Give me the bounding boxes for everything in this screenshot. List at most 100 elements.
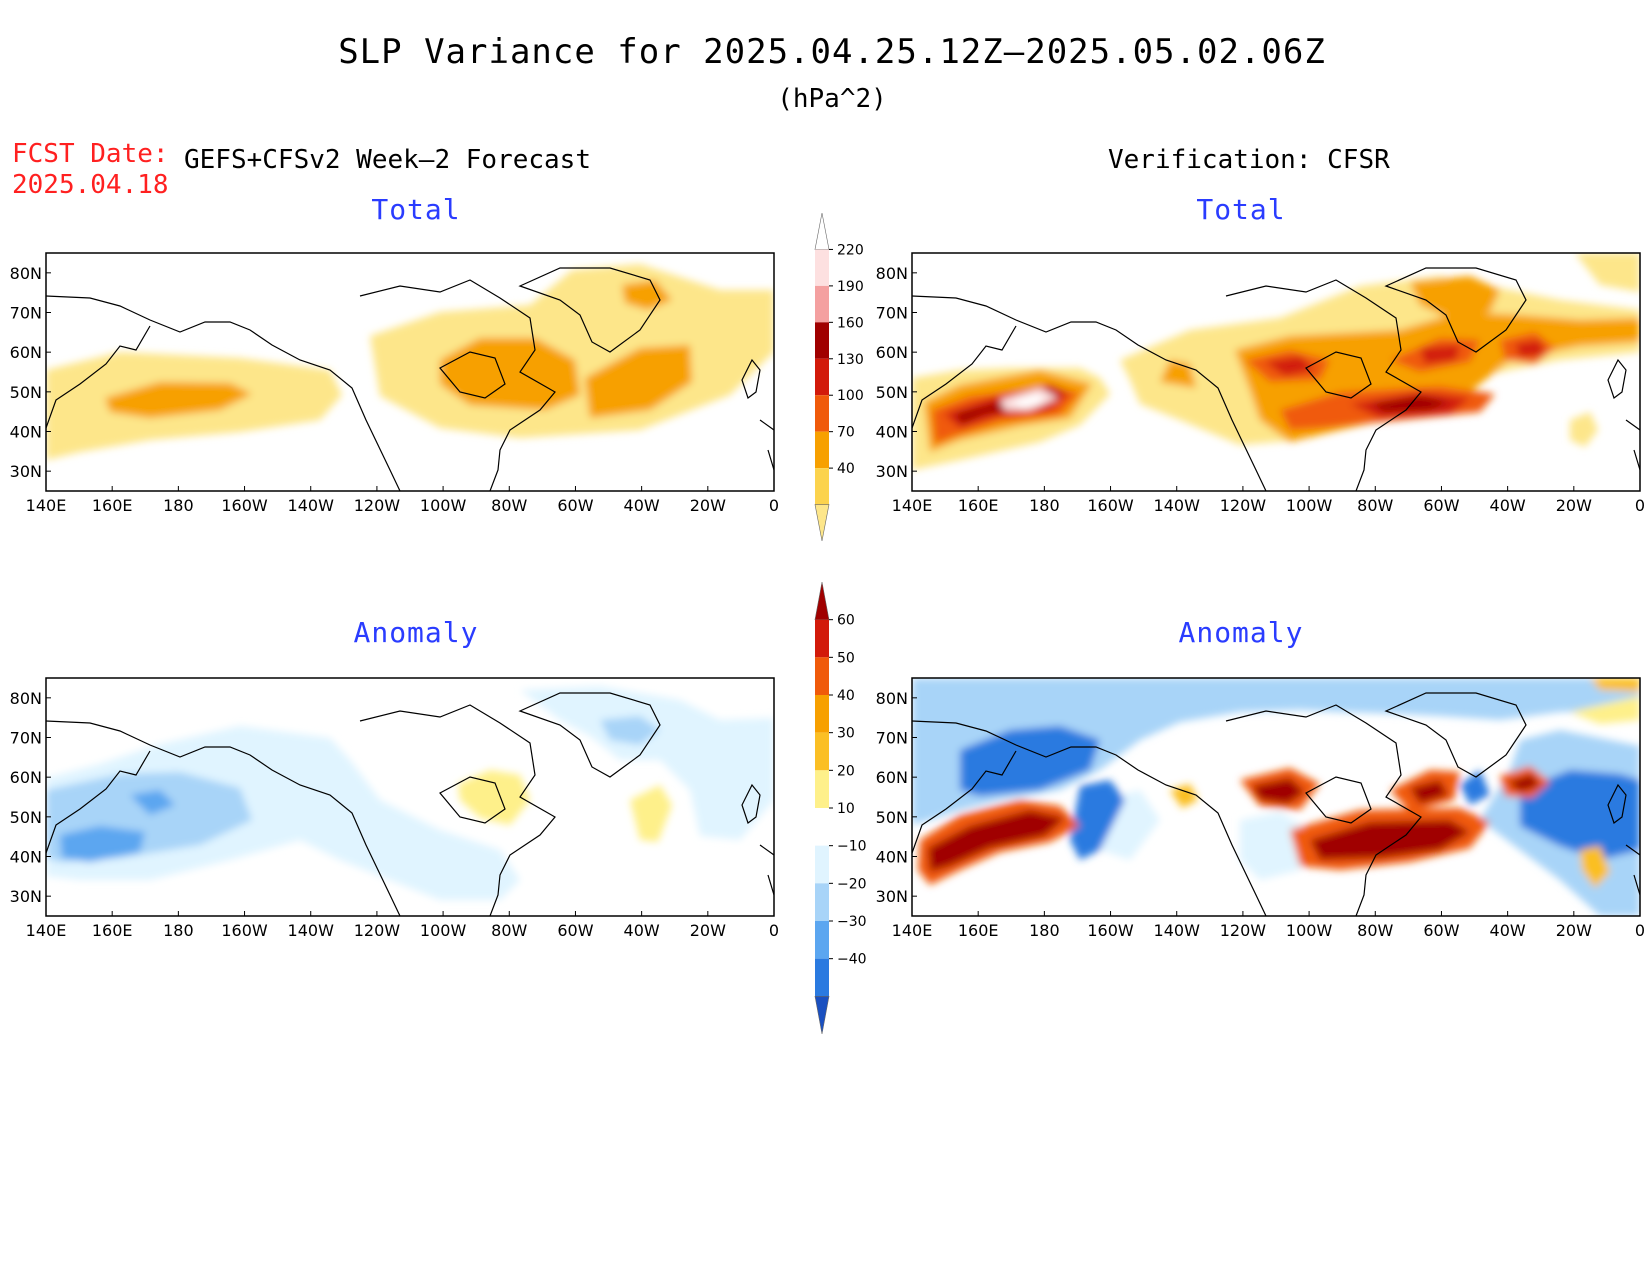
field-shading xyxy=(928,810,1065,872)
coastline xyxy=(1305,776,1372,824)
lon-tick-label: 0 xyxy=(1635,921,1645,940)
lat-tick-label: 50N xyxy=(10,383,42,402)
coastline xyxy=(46,295,401,491)
coastline xyxy=(359,279,556,491)
field-shading xyxy=(520,686,774,840)
lon-tick-label: 160W xyxy=(221,921,268,940)
lat-tick-label: 40N xyxy=(876,423,908,442)
coastline xyxy=(46,325,151,429)
field-shading xyxy=(1508,774,1540,792)
coastline xyxy=(518,267,661,353)
panel-title-verification-anomaly: Anomaly xyxy=(1178,616,1303,649)
lat-tick-label: 60N xyxy=(876,768,908,787)
lat-tick-labels: 80N 70N 60N 50N 40N 30N xyxy=(876,264,917,481)
panel-title-forecast-anomaly: Anomaly xyxy=(353,616,478,649)
lat-tick-labels: 80N 70N 60N 50N 40N 30N xyxy=(876,689,917,906)
lat-tick-label: 70N xyxy=(10,729,42,748)
coastline xyxy=(1607,783,1627,824)
lon-tick-label: 60W xyxy=(557,921,593,940)
colorbar-label: −40 xyxy=(837,952,867,968)
coastline xyxy=(759,419,774,471)
field-shading xyxy=(1012,394,1045,408)
coastline xyxy=(741,358,761,399)
field-shading xyxy=(1310,820,1470,860)
lat-tick-label: 80N xyxy=(876,689,908,708)
coastline xyxy=(759,844,774,896)
colorbar-swatch xyxy=(815,395,829,432)
lon-tick-labels: 140E 160E 180 160W 140W 120W 100W 80W 60W 40W 20W 0 xyxy=(892,486,1645,515)
lon-tick-label: 0 xyxy=(769,496,779,515)
lon-tick-label: 140W xyxy=(288,496,335,515)
colorbar-cap xyxy=(814,996,830,1035)
lon-tick-label: 140W xyxy=(1154,921,1201,940)
lon-tick-label: 20W xyxy=(690,496,726,515)
lon-tick-label: 100W xyxy=(420,496,467,515)
lat-tick-label: 50N xyxy=(876,808,908,827)
colorbar-cap xyxy=(814,212,830,250)
coastline xyxy=(46,720,401,916)
lon-tick-label: 140E xyxy=(892,496,933,515)
colorbar-label: 130 xyxy=(837,352,864,368)
field-shading xyxy=(960,726,1100,796)
field-shading xyxy=(1460,770,1490,805)
lon-tick-label: 120W xyxy=(1220,496,1267,515)
field-shading xyxy=(1570,412,1598,447)
field-shading xyxy=(1170,784,1198,808)
lat-tick-label: 70N xyxy=(876,729,908,748)
field-shading xyxy=(1520,770,1640,860)
lon-tick-label: 140E xyxy=(892,921,933,940)
field-shading xyxy=(1410,780,1448,804)
colorbar-swatch xyxy=(815,657,829,695)
field-shading xyxy=(46,726,520,900)
colorbar-label: 50 xyxy=(837,650,855,666)
lat-tick-label: 30N xyxy=(876,887,908,906)
fcst-date-label: FCST Date: xyxy=(12,139,169,169)
coastline xyxy=(912,295,1267,491)
colorbar-swatch xyxy=(815,958,829,997)
lat-tick-label: 80N xyxy=(876,264,908,283)
colorbar-label: 40 xyxy=(837,461,855,477)
field-shading xyxy=(130,790,175,815)
forecast-header: GEFS+CFSv2 Week–2 Forecast xyxy=(184,145,591,175)
lon-tick-label: 100W xyxy=(420,921,467,940)
colorbar-swatch xyxy=(815,285,829,323)
lon-tick-label: 100W xyxy=(1286,496,1333,515)
lon-tick-label: 20W xyxy=(1556,921,1592,940)
colorbar-swatch xyxy=(815,845,829,884)
lat-tick-label: 60N xyxy=(10,768,42,787)
colorbar-swatch xyxy=(815,431,829,469)
lat-tick-label: 30N xyxy=(876,462,908,481)
lon-tick-label: 160W xyxy=(1087,921,1134,940)
colorbar-swatch xyxy=(815,732,829,771)
field-shading xyxy=(1240,812,1310,880)
figure-units: (hPa^2) xyxy=(777,84,887,114)
lon-tick-label: 40W xyxy=(1490,921,1526,940)
lat-tick-label: 70N xyxy=(876,304,908,323)
lat-tick-labels: 80N 70N 60N 50N 40N 30N xyxy=(10,264,51,481)
lon-tick-label: 60W xyxy=(1423,496,1459,515)
colorbar-swatch xyxy=(815,468,829,505)
lon-tick-label: 80W xyxy=(491,921,527,940)
lat-tick-label: 50N xyxy=(876,383,908,402)
colorbar-swatch xyxy=(815,921,829,959)
colorbar-swatch xyxy=(815,249,829,286)
lat-tick-label: 80N xyxy=(10,689,42,708)
lon-tick-label: 140W xyxy=(288,921,335,940)
colorbar-label: 160 xyxy=(837,315,864,331)
field-shading xyxy=(1570,696,1640,724)
colorbar-swatch xyxy=(815,808,829,846)
field-shading xyxy=(1252,778,1305,804)
lon-tick-label: 60W xyxy=(1423,921,1459,940)
coastline xyxy=(912,720,1267,916)
lat-tick-label: 70N xyxy=(10,304,42,323)
lon-tick-label: 140W xyxy=(1154,496,1201,515)
field-shading xyxy=(630,785,672,842)
lat-tick-label: 40N xyxy=(876,848,908,867)
coastline xyxy=(1384,692,1527,778)
coastline xyxy=(439,776,506,824)
map-panel-forecast-anomaly: 140E 160E 180 160W 140W 120W 100W 80W 60W 40W 20W 0… xyxy=(10,677,779,940)
map-panel-verification-anomaly: 140E 160E 180 160W 140W 120W 100W 80W 60W 40W 20W 0… xyxy=(876,677,1645,940)
field-shading xyxy=(585,345,692,418)
map-panel-forecast-total: 140E 160E 180 160W 140W 120W 100W 80W 60W 40W 20W 0… xyxy=(10,252,779,515)
lon-tick-label: 160W xyxy=(221,496,268,515)
